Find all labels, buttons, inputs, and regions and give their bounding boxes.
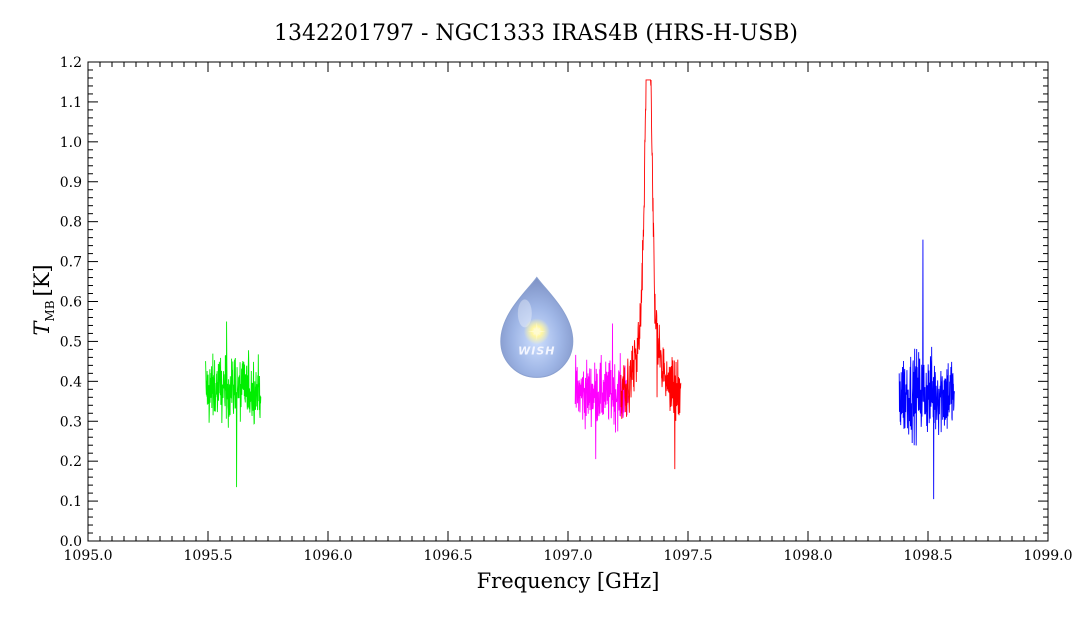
x-tick-label: 1096.0 [304,548,353,564]
y-axis-label-unit: [K] [30,264,54,296]
y-tick-labels: 0.0 0.1 0.2 0.3 0.4 0.5 0.6 0.7 0.8 0.9 1.0 1.1 1.2 [60,55,82,550]
y-tick-label: 1.1 [60,95,82,111]
y-tick-label: 0.3 [60,414,82,430]
x-tick-label: 1098.5 [904,548,953,564]
drop-highlight [517,299,532,328]
logo-text: WISH [518,344,555,357]
star-icon [527,322,546,341]
x-axis-label: Frequency [GHz] [477,569,660,593]
y-tick-label: 1.0 [60,135,82,151]
spectrum-series-3 [620,79,682,470]
x-tick-label: 1096.5 [424,548,473,564]
y-tick-label: 0.1 [60,494,82,510]
y-tick-label: 0.6 [60,295,82,311]
series-layer [205,79,955,500]
y-axis-label: TMB [K] [30,264,57,335]
y-tick-label: 0.2 [60,454,82,470]
y-tick-label: 0.8 [60,215,82,231]
x-tick-label: 1097.0 [544,548,593,564]
y-tick-label: 0.4 [60,374,82,390]
x-tick-label: 1098.0 [784,548,833,564]
spectrum-series-2 [574,323,629,460]
svg-text:TMB[K]: TMB [K] [30,264,57,335]
plot-frame [87,61,1049,542]
y-tick-label: 0.9 [60,175,82,191]
y-tick-label: 0.0 [60,534,82,550]
spectrum-series-4 [898,239,955,500]
x-tick-label: 1097.5 [664,548,713,564]
x-tick-label: 1095.5 [184,548,233,564]
x-tick-labels: 1095.0 1095.5 1096.0 1096.5 1097.0 1097.5 1098… [64,548,1072,564]
wish-logo: WISH [500,276,574,378]
x-tick-label: 1099.0 [1024,548,1072,564]
x-tick-label: 1095.0 [64,548,113,564]
axis-ticks [87,61,1049,542]
y-axis-label-main: T [30,320,54,336]
chart-title: 1342201797 - NGC1333 IRAS4B (HRS-H-USB) [274,21,798,46]
y-tick-label: 0.5 [60,334,82,350]
y-tick-label: 1.2 [60,55,82,71]
y-tick-label: 0.7 [60,255,82,271]
y-axis-label-sub: MB [43,300,57,321]
spectrum-series-1 [205,321,262,488]
